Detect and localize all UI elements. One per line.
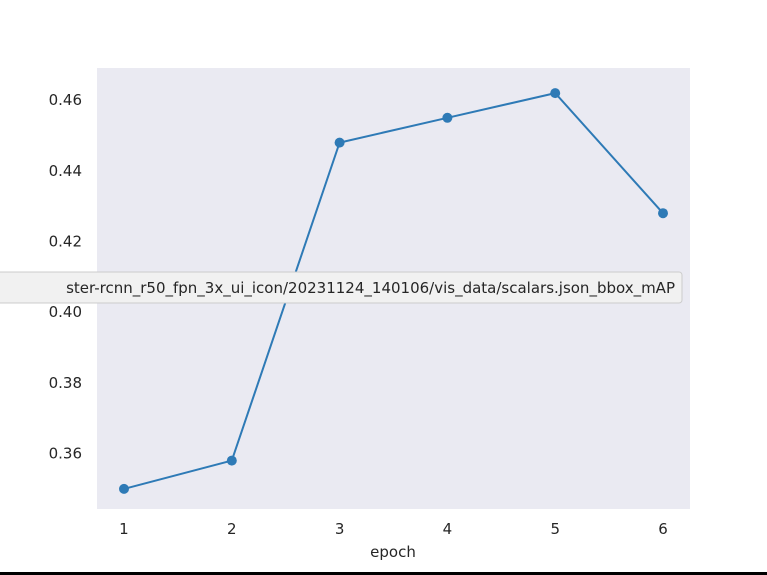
y-tick-label: 0.40 <box>49 303 82 321</box>
series-line <box>123 91 664 490</box>
x-axis-label: epoch <box>370 543 416 561</box>
x-tick-label: 2 <box>227 520 237 538</box>
data-point <box>550 88 561 99</box>
y-tick-label: 0.46 <box>49 91 82 109</box>
x-tick-label: 1 <box>119 520 129 538</box>
x-tick-label: 4 <box>443 520 453 538</box>
series-points <box>119 88 668 494</box>
x-axis-ticks: 1 2 3 4 5 6 <box>119 520 668 538</box>
data-point <box>334 137 345 148</box>
x-tick-label: 5 <box>550 520 560 538</box>
data-point <box>442 112 453 123</box>
bottom-border <box>0 572 767 575</box>
y-tick-label: 0.44 <box>49 162 82 180</box>
data-point <box>226 455 237 466</box>
x-tick-label: 6 <box>658 520 668 538</box>
legend-label: ster-rcnn_r50_fpn_3x_ui_icon/20231124_14… <box>66 279 675 298</box>
data-point <box>119 483 129 494</box>
x-tick-label: 3 <box>335 520 345 538</box>
y-axis-ticks: 0.36 0.38 0.40 0.42 0.44 0.46 <box>49 91 82 462</box>
y-tick-label: 0.42 <box>49 233 82 251</box>
y-tick-label: 0.36 <box>49 445 82 463</box>
legend: ster-rcnn_r50_fpn_3x_ui_icon/20231124_14… <box>0 271 683 304</box>
legend-box <box>0 271 683 304</box>
data-point <box>658 208 668 219</box>
y-tick-label: 0.38 <box>49 374 82 392</box>
